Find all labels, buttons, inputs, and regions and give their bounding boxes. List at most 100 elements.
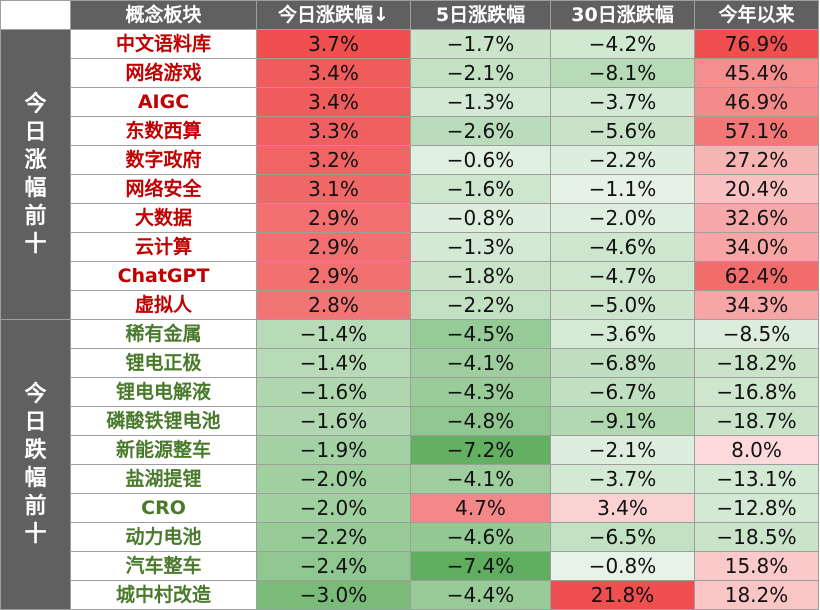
cell-30day-change: −6.7% xyxy=(550,377,695,407)
table-row[interactable]: 虚拟人 2.8% −2.2% −5.0% 34.3% xyxy=(1,290,819,320)
cell-5day-change: −4.3% xyxy=(410,377,551,407)
cell-5day-change: 4.7% xyxy=(410,493,551,523)
cell-30day-change: 21.8% xyxy=(550,580,695,610)
table-row[interactable]: 锂电电解液 −1.6% −4.3% −6.7% −16.8% xyxy=(1,377,819,407)
cell-today-change: 2.9% xyxy=(256,232,411,262)
cell-5day-change: −1.3% xyxy=(410,232,551,262)
cell-5day-change: −2.1% xyxy=(410,58,551,88)
cell-30day-change: −4.7% xyxy=(550,261,695,291)
cell-30day-change: −0.8% xyxy=(550,551,695,581)
table-row[interactable]: 盐湖提锂 −2.0% −4.1% −3.7% −13.1% xyxy=(1,464,819,494)
concept-name[interactable]: 稀有金属 xyxy=(70,319,257,349)
cell-today-change: 3.3% xyxy=(256,116,411,146)
header-5day-change[interactable]: 5日涨跌幅 xyxy=(410,0,551,30)
table-row[interactable]: 磷酸铁锂电池 −1.6% −4.8% −9.1% −18.7% xyxy=(1,406,819,436)
table-row[interactable]: ChatGPT 2.9% −1.8% −4.7% 62.4% xyxy=(1,261,819,291)
cell-today-change: 3.1% xyxy=(256,174,411,204)
cell-5day-change: −1.6% xyxy=(410,174,551,204)
table-row[interactable]: 今日跌幅前十 稀有金属 −1.4% −4.5% −3.6% −8.5% xyxy=(0,319,819,610)
cell-30day-change: −3.7% xyxy=(550,87,695,117)
table-row[interactable]: 网络游戏 3.4% −2.1% −8.1% 45.4% xyxy=(1,58,819,88)
table-row[interactable]: 数字政府 3.2% −0.6% −2.2% 27.2% xyxy=(1,145,819,175)
cell-ytd-change: 8.0% xyxy=(694,435,819,465)
cell-today-change: −2.4% xyxy=(256,551,411,581)
cell-ytd-change: −8.5% xyxy=(694,319,819,349)
cell-today-change: −1.9% xyxy=(256,435,411,465)
concept-name[interactable]: 城中村改造 xyxy=(70,580,257,610)
concept-name[interactable]: 中文语料库 xyxy=(70,29,257,59)
concept-name[interactable]: 动力电池 xyxy=(70,522,257,552)
cell-ytd-change: 34.0% xyxy=(694,232,819,262)
cell-ytd-change: 45.4% xyxy=(694,58,819,88)
table-row[interactable]: 汽车整车 −2.4% −7.4% −0.8% 15.8% xyxy=(1,551,819,581)
concept-name[interactable]: CRO xyxy=(70,493,257,523)
table-row[interactable]: 动力电池 −2.2% −4.6% −6.5% −18.5% xyxy=(1,522,819,552)
cell-today-change: −2.0% xyxy=(256,493,411,523)
table-row[interactable]: AIGC 3.4% −1.3% −3.7% 46.9% xyxy=(1,87,819,117)
cell-today-change: −1.6% xyxy=(256,377,411,407)
table-row[interactable]: 锂电正极 −1.4% −4.1% −6.8% −18.2% xyxy=(1,348,819,378)
cell-ytd-change: 15.8% xyxy=(694,551,819,581)
table-row[interactable]: 云计算 2.9% −1.3% −4.6% 34.0% xyxy=(1,232,819,262)
cell-today-change: 2.8% xyxy=(256,290,411,320)
cell-ytd-change: −16.8% xyxy=(694,377,819,407)
cell-today-change: −1.4% xyxy=(256,319,411,349)
concept-name[interactable]: 虚拟人 xyxy=(70,290,257,320)
cell-5day-change: −7.4% xyxy=(410,551,551,581)
cell-30day-change: −3.6% xyxy=(550,319,695,349)
cell-today-change: −1.4% xyxy=(256,348,411,378)
cell-today-change: −2.0% xyxy=(256,464,411,494)
cell-5day-change: −4.5% xyxy=(410,319,551,349)
cell-today-change: −3.0% xyxy=(256,580,411,610)
table-row[interactable]: 大数据 2.9% −0.8% −2.0% 32.6% xyxy=(1,203,819,233)
cell-30day-change: −3.7% xyxy=(550,464,695,494)
cell-ytd-change: 46.9% xyxy=(694,87,819,117)
group-label-text: 今日跌幅前十 xyxy=(24,381,47,547)
cell-ytd-change: −12.8% xyxy=(694,493,819,523)
header-today-change[interactable]: 今日涨跌幅↓ xyxy=(256,0,411,30)
concept-name[interactable]: 汽车整车 xyxy=(70,551,257,581)
concept-name[interactable]: 数字政府 xyxy=(70,145,257,175)
concept-name[interactable]: 大数据 xyxy=(70,203,257,233)
cell-ytd-change: 62.4% xyxy=(694,261,819,291)
cell-5day-change: −4.1% xyxy=(410,464,551,494)
concept-name[interactable]: 新能源整车 xyxy=(70,435,257,465)
concept-name[interactable]: 东数西算 xyxy=(70,116,257,146)
cell-30day-change: −2.0% xyxy=(550,203,695,233)
cell-ytd-change: −18.2% xyxy=(694,348,819,378)
header-30day-change[interactable]: 30日涨跌幅 xyxy=(550,0,695,30)
cell-30day-change: 3.4% xyxy=(550,493,695,523)
board-body: 今日涨幅前十中文语料库 3.7% −1.7% −4.2% 76.9% 网络游戏 3.4% −2… xyxy=(0,29,819,610)
cell-30day-change: −2.1% xyxy=(550,435,695,465)
concept-name[interactable]: 网络安全 xyxy=(70,174,257,204)
concept-name[interactable]: 磷酸铁锂电池 xyxy=(70,406,257,436)
cell-5day-change: −4.8% xyxy=(410,406,551,436)
table-row[interactable]: 城中村改造 −3.0% −4.4% 21.8% 18.2% xyxy=(1,580,819,610)
cell-30day-change: −6.5% xyxy=(550,522,695,552)
table-row[interactable]: 今日涨幅前十 中文语料库 3.7% −1.7% −4.2% 76.9% xyxy=(0,29,819,320)
concept-name[interactable]: AIGC xyxy=(70,87,257,117)
cell-30day-change: −9.1% xyxy=(550,406,695,436)
cell-today-change: −1.6% xyxy=(256,406,411,436)
concept-name[interactable]: 网络游戏 xyxy=(70,58,257,88)
cell-5day-change: −0.6% xyxy=(410,145,551,175)
cell-ytd-change: 20.4% xyxy=(694,174,819,204)
cell-30day-change: −5.6% xyxy=(550,116,695,146)
cell-ytd-change: −13.1% xyxy=(694,464,819,494)
cell-5day-change: −4.4% xyxy=(410,580,551,610)
concept-name[interactable]: 锂电正极 xyxy=(70,348,257,378)
table-row[interactable]: 东数西算 3.3% −2.6% −5.6% 57.1% xyxy=(1,116,819,146)
cell-30day-change: −1.1% xyxy=(550,174,695,204)
table-row[interactable]: CRO −2.0% 4.7% 3.4% −12.8% xyxy=(1,493,819,523)
cell-5day-change: −0.8% xyxy=(410,203,551,233)
concept-name[interactable]: ChatGPT xyxy=(70,261,257,291)
header-ytd-change[interactable]: 今年以来 xyxy=(694,0,819,30)
concept-name[interactable]: 盐湖提锂 xyxy=(70,464,257,494)
cell-ytd-change: −18.5% xyxy=(694,522,819,552)
table-row[interactable]: 新能源整车 −1.9% −7.2% −2.1% 8.0% xyxy=(1,435,819,465)
concept-name[interactable]: 云计算 xyxy=(70,232,257,262)
table-row[interactable]: 网络安全 3.1% −1.6% −1.1% 20.4% xyxy=(1,174,819,204)
concept-name[interactable]: 锂电电解液 xyxy=(70,377,257,407)
cell-5day-change: −4.1% xyxy=(410,348,551,378)
header-concept-name[interactable]: 概念板块 xyxy=(70,0,257,30)
